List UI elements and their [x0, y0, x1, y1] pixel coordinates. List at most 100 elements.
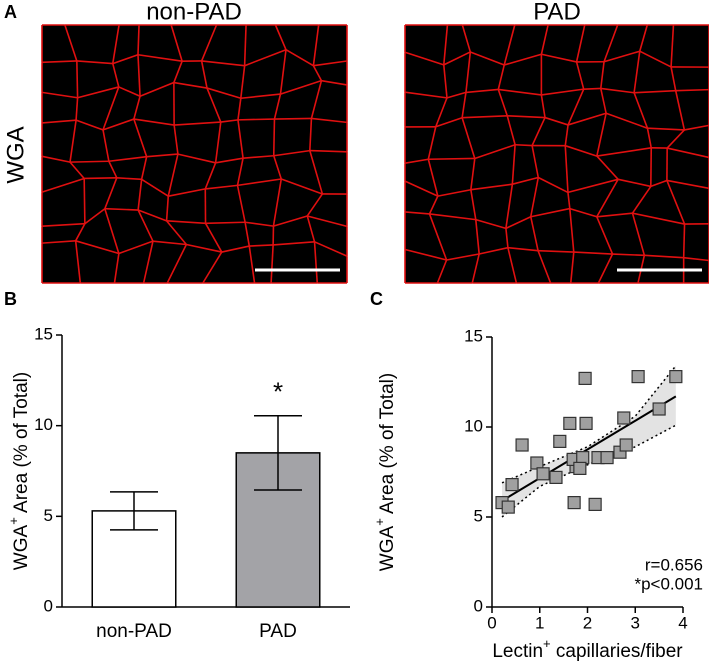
cell-border [632, 212, 685, 225]
cell-border [243, 24, 247, 66]
cell-border [540, 24, 549, 55]
cell-border [507, 247, 518, 284]
significance: * [273, 377, 283, 407]
cell-border [41, 240, 76, 244]
cell-border [479, 246, 509, 255]
annotation: r=0.656 [645, 555, 703, 574]
cell-border [215, 157, 244, 164]
cell-border [309, 118, 313, 151]
panel-label: B [4, 289, 17, 309]
x-tick-label: non-PAD [96, 621, 172, 642]
cell-border [240, 65, 246, 99]
point [553, 434, 567, 448]
cell-border [442, 64, 448, 98]
cell-border [404, 248, 447, 261]
cell-border [631, 185, 652, 214]
cell-border [75, 240, 120, 255]
cell-border [529, 216, 539, 251]
cell-border [583, 87, 601, 90]
cell-border [505, 216, 532, 230]
cell-border [69, 120, 77, 163]
y-tick-label: 5 [44, 506, 53, 525]
cell-border [321, 79, 348, 86]
cell-border [675, 88, 709, 92]
cell-border [575, 61, 585, 90]
cell-border [116, 177, 142, 181]
cell-border [647, 127, 685, 131]
cell-border [118, 86, 141, 97]
cell-border [531, 117, 546, 146]
micrograph [41, 24, 348, 284]
cell-border [436, 259, 448, 284]
point [619, 438, 633, 452]
cell-border [564, 124, 569, 146]
point [588, 497, 602, 511]
point [600, 451, 614, 465]
cell-border [442, 24, 449, 65]
cell-border [507, 246, 539, 252]
cell-border [429, 213, 476, 221]
cell-border [41, 91, 78, 99]
cell-border [204, 162, 217, 190]
cell-border [638, 24, 649, 52]
cell-border [113, 253, 120, 284]
cell-border [104, 207, 139, 211]
cell-border [244, 48, 287, 67]
cell-border [683, 256, 709, 262]
cell-border [633, 51, 641, 93]
cell-border [428, 157, 475, 161]
cell-border [443, 51, 471, 66]
cell-border [565, 144, 598, 157]
x-tick-label: 0 [487, 613, 496, 632]
cell-border [461, 24, 472, 53]
cell-border [186, 243, 222, 253]
cell-border [541, 88, 584, 96]
cell-border [141, 178, 169, 197]
label-part: Lectin [492, 641, 543, 662]
cell-border [537, 176, 569, 194]
cell-border [137, 53, 183, 63]
annotation: *p<0.001 [634, 574, 703, 593]
point [617, 411, 631, 425]
cell-border [137, 209, 167, 222]
cell-border [603, 24, 619, 63]
cell-border [118, 240, 154, 255]
cell-border [599, 61, 605, 89]
cell-border [540, 94, 546, 118]
cell-border [173, 124, 179, 155]
cell-border [205, 221, 246, 225]
cell-border [75, 119, 104, 131]
cell-border [310, 80, 323, 119]
cell-border [437, 188, 472, 197]
cell-border [242, 154, 274, 159]
cell-border [497, 64, 506, 90]
cell-border [77, 86, 119, 99]
cell-border [102, 86, 120, 131]
cell-border [200, 24, 218, 62]
cell-border [306, 193, 324, 217]
cell-border [306, 215, 316, 243]
cell-border [470, 183, 513, 191]
cell-border [575, 24, 586, 63]
cell-border [644, 254, 684, 259]
cell-border [596, 212, 633, 218]
cell-border [507, 115, 546, 119]
cell-border [273, 93, 282, 120]
cell-border [631, 212, 646, 256]
cell-border [404, 91, 448, 99]
y-tick-label: 10 [464, 416, 483, 435]
cell-border [104, 177, 118, 209]
cell-border [112, 53, 139, 65]
cell-border [76, 60, 113, 65]
y-tick-label: 15 [34, 324, 53, 343]
cell-border [75, 97, 79, 121]
cell-border [166, 244, 188, 284]
cell-border [133, 118, 175, 126]
cell-border [200, 60, 208, 89]
cell-border [537, 250, 552, 284]
cell-border [74, 240, 82, 284]
cell-border [244, 222, 251, 247]
x-tick-label: 4 [678, 613, 687, 632]
cell-border [273, 215, 308, 227]
cell-border [285, 49, 314, 67]
